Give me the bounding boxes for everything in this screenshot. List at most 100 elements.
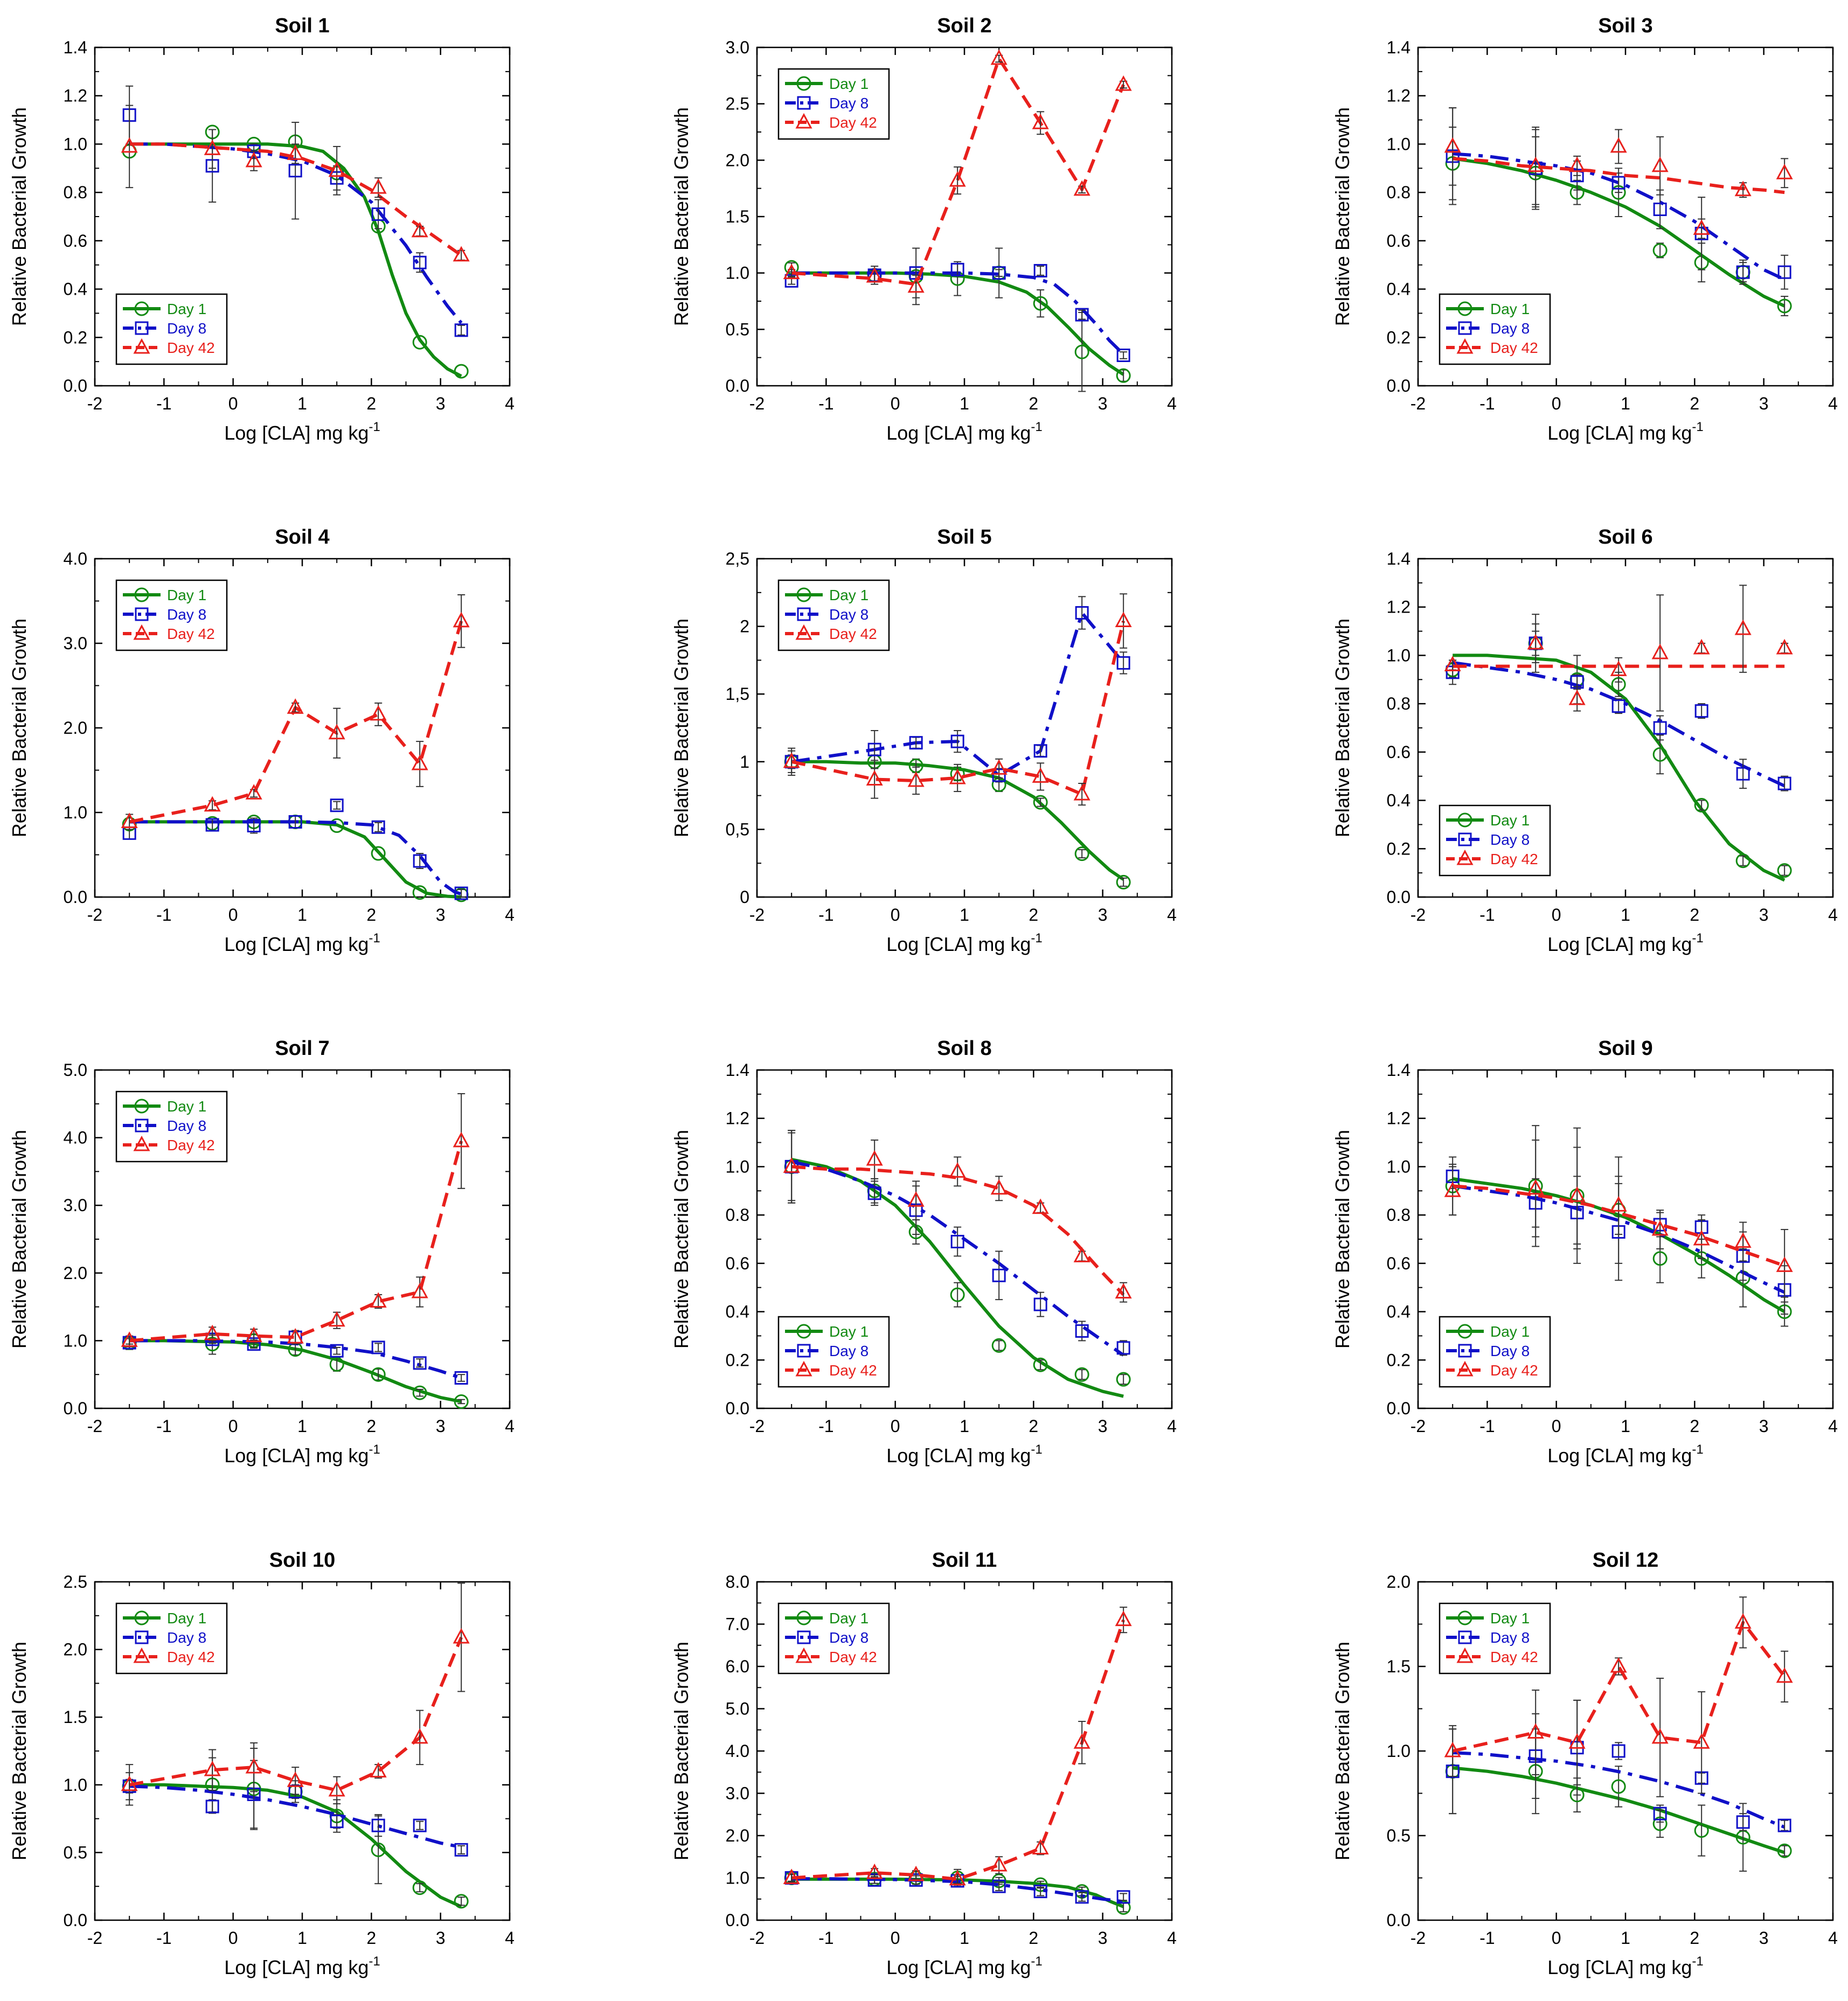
data-point: [413, 1818, 427, 1832]
data-point: [454, 1843, 468, 1857]
legend-marker: [797, 96, 811, 110]
legend-marker: [1456, 849, 1474, 865]
x-tick-label: 2: [1690, 1928, 1699, 1948]
x-axis-label-text: Log [CLA] mg kg: [886, 422, 1031, 444]
data-point: [287, 1328, 304, 1344]
x-tick-label: -2: [87, 1928, 102, 1948]
x-tick-label: 3: [1098, 1928, 1108, 1948]
legend: Day 1 Day 8 Day 42: [115, 293, 228, 365]
x-tick-label: -2: [749, 394, 765, 413]
data-point: [247, 818, 261, 832]
y-tick-label: 0.2: [1387, 1350, 1411, 1370]
series-day-42: [121, 594, 470, 830]
y-tick-label: 3.0: [726, 38, 749, 57]
data-point: [1777, 776, 1791, 790]
legend-label: Day 42: [1490, 339, 1538, 356]
x-tick-label: -2: [1411, 905, 1426, 925]
data-point: [990, 1856, 1008, 1872]
data-point: [1116, 1341, 1130, 1355]
x-tick-label: -1: [1479, 1928, 1495, 1948]
legend-marker: [135, 1118, 149, 1132]
series-line: [791, 57, 1125, 286]
legend-marker: [135, 321, 149, 335]
y-tick-label: 0.4: [64, 280, 87, 299]
y-tick-label: 3.0: [64, 634, 87, 653]
y-tick-label: 0.2: [1387, 328, 1411, 347]
data-point: [1074, 344, 1089, 359]
y-tick-label: 0.8: [1387, 694, 1411, 713]
data-point: [1033, 744, 1047, 758]
y-tick-label: 0.2: [726, 1350, 749, 1370]
legend-marker: [134, 1610, 149, 1625]
x-axis-label-superscript: -1: [1031, 1442, 1042, 1457]
y-tick-label: 0.0: [1387, 1399, 1411, 1418]
y-tick-label: 1.5: [726, 207, 749, 226]
data-point: [867, 1186, 881, 1200]
data-point: [1734, 1232, 1752, 1248]
y-tick-label: 1.4: [1387, 1060, 1411, 1080]
data-point: [991, 1338, 1006, 1353]
x-tick-label: 1: [297, 1416, 307, 1436]
y-tick-label: 1.5: [1387, 1657, 1411, 1676]
series-day-8: [784, 596, 1130, 783]
data-point: [1777, 1818, 1791, 1832]
x-tick-label: 1: [1621, 905, 1630, 925]
x-tick-label: 3: [1759, 905, 1769, 925]
series-line: [1452, 1184, 1786, 1268]
data-point: [371, 207, 385, 221]
data-point: [1115, 612, 1132, 628]
x-axis-label-superscript: -1: [369, 1954, 380, 1969]
data-point: [330, 1815, 344, 1829]
x-tick-label: -1: [818, 1928, 833, 1948]
legend-label: Day 42: [1490, 1649, 1538, 1665]
data-point: [990, 1179, 1008, 1195]
x-tick-label: -1: [1479, 905, 1495, 925]
y-axis-label: Relative Bacterial Growth: [670, 1642, 692, 1860]
x-tick-label: -2: [87, 394, 102, 413]
legend-label: Day 1: [1490, 301, 1530, 317]
data-point: [1116, 1372, 1131, 1387]
legend-label: Day 42: [829, 1362, 877, 1379]
legend-label: Day 1: [829, 1610, 869, 1627]
data-point: [1073, 1247, 1090, 1262]
legend-marker: [134, 301, 149, 316]
chart-title: Soil 12: [1593, 1549, 1659, 1572]
x-tick-label: 4: [1828, 1928, 1838, 1948]
data-point: [287, 144, 304, 160]
data-point: [453, 1131, 470, 1148]
legend-marker: [133, 1135, 150, 1151]
legend-label: Day 42: [1490, 851, 1538, 867]
data-point: [411, 754, 428, 770]
legend-label: Day 1: [167, 1098, 206, 1115]
legend: Day 1 Day 8 Day 42: [115, 1602, 228, 1675]
x-tick-label: 4: [505, 394, 515, 413]
data-point: [783, 263, 800, 280]
data-point: [454, 886, 468, 900]
data-point: [411, 221, 428, 238]
y-axis-label: Relative Bacterial Growth: [670, 619, 692, 837]
x-axis-label: Log [CLA] mg kg-1: [886, 1954, 1042, 1978]
x-tick-label: 2: [366, 394, 376, 413]
legend-label: Day 42: [167, 1137, 215, 1154]
legend-label: Day 42: [829, 114, 877, 131]
series-day-42: [783, 593, 1132, 806]
panel-soil-7: Soil 7 -2 -1 0 1 2 3 4 0.0 1.0 2.0 3.0 4.0 5.0 Log [CL…: [8, 1037, 515, 1467]
data-point: [1611, 1779, 1626, 1794]
data-point: [245, 784, 262, 800]
y-tick-label: 1.0: [726, 1157, 749, 1176]
series-day-42: [783, 1607, 1132, 1886]
legend-label: Day 1: [829, 75, 869, 92]
legend-label: Day 8: [829, 1629, 869, 1646]
x-axis-label-superscript: -1: [1031, 420, 1042, 434]
legend-label: Day 8: [167, 320, 206, 337]
data-point: [990, 49, 1008, 65]
y-tick-label: 0,5: [726, 819, 749, 839]
series-line: [129, 1784, 462, 1849]
x-tick-label: 0: [228, 394, 238, 413]
chart-title: Soil 11: [932, 1549, 997, 1572]
data-point: [1693, 1229, 1710, 1246]
x-tick-label: 1: [297, 905, 307, 925]
y-tick-label: 6.0: [726, 1657, 749, 1676]
y-tick-label: 2.5: [726, 94, 749, 114]
y-tick-label: 2: [740, 617, 749, 636]
